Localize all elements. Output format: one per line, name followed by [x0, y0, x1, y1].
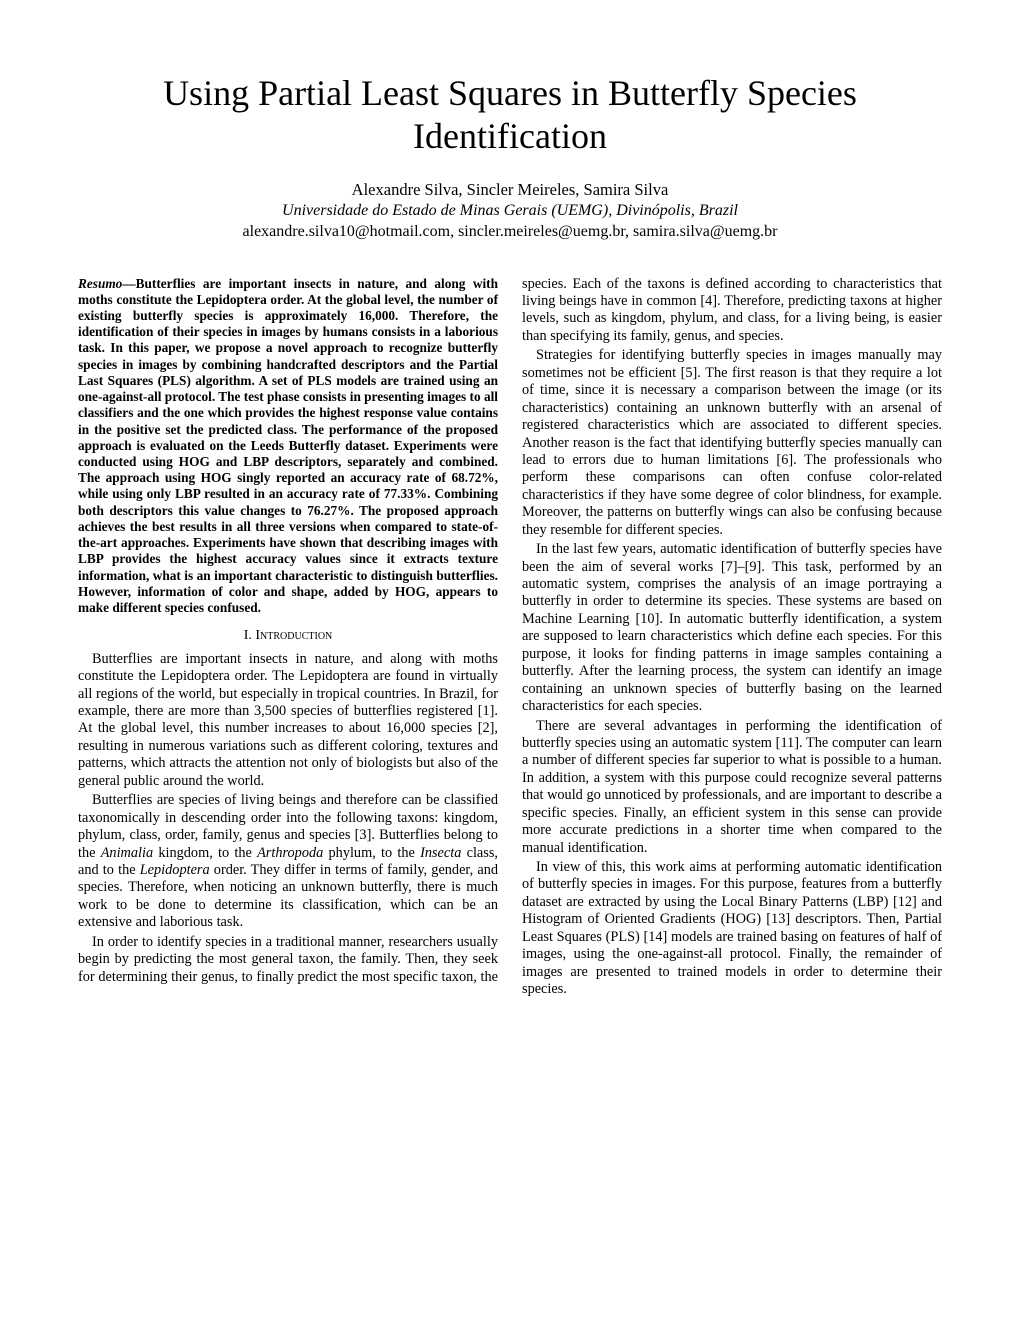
paper-title: Using Partial Least Squares in Butterfly… [78, 72, 942, 158]
paragraph-4: Strategies for identifying butterfly spe… [522, 347, 942, 539]
section-1-heading: I. Introduction [78, 628, 498, 645]
paragraph-1: Butterflies are important insects in nat… [78, 651, 498, 791]
affiliation-line: Universidade do Estado de Minas Gerais (… [78, 202, 942, 221]
paragraph-5: In the last few years, automatic identif… [522, 541, 942, 715]
paragraph-2: Butterflies are species of living beings… [78, 792, 498, 932]
p2-italic-2: Arthropoda [257, 845, 323, 861]
abstract-block: Resumo—Butterflies are important insects… [78, 276, 498, 617]
paragraph-6: There are several advantages in performi… [522, 718, 942, 858]
p2-italic-3: Insecta [420, 845, 461, 861]
emails-line: alexandre.silva10@hotmail.com, sincler.m… [78, 223, 942, 242]
p2-italic-4: Lepidoptera [140, 862, 210, 878]
section-1-title: Introduction [252, 628, 332, 643]
abstract-text: —Butterflies are important insects in na… [78, 276, 498, 615]
abstract-label: Resumo [78, 276, 122, 291]
authors-line: Alexandre Silva, Sincler Meireles, Samir… [78, 180, 942, 199]
two-column-body: Resumo—Butterflies are important insects… [78, 276, 942, 999]
p2-text-c: phylum, to the [323, 845, 420, 861]
p2-italic-1: Animalia [101, 845, 153, 861]
section-1-number: I. [244, 628, 252, 643]
paragraph-7: In view of this, this work aims at perfo… [522, 859, 942, 999]
p2-text-b: kingdom, to the [153, 845, 257, 861]
